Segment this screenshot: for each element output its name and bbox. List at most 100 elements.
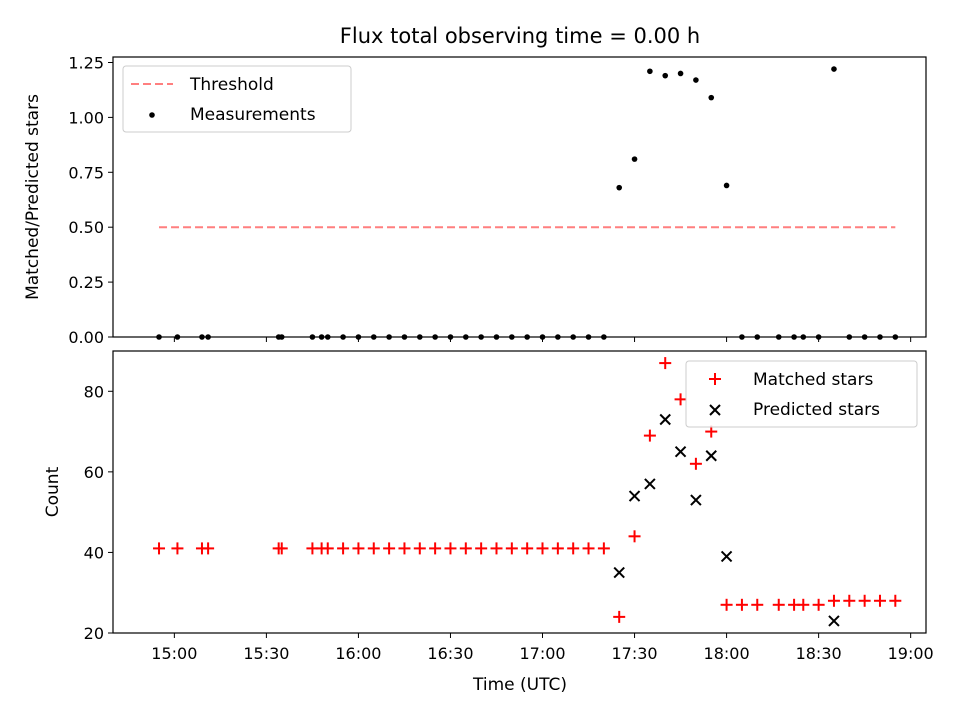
measurement-point <box>662 72 669 79</box>
predicted-star-point <box>644 478 656 490</box>
matched-star-point <box>751 598 764 611</box>
matched-star-point <box>772 598 785 611</box>
matched-star-point <box>597 542 610 555</box>
x-tick-label: 16:00 <box>335 644 381 663</box>
y-tick-label: 0.00 <box>68 328 104 347</box>
matched-star-point <box>873 594 886 607</box>
legend-matched-label: Matched stars <box>753 370 873 390</box>
x-tick-label: 17:30 <box>611 644 657 663</box>
matched-star-point <box>490 542 503 555</box>
measurement-point <box>616 184 623 191</box>
y-tick-label: 0.50 <box>68 218 104 237</box>
predicted-star-point <box>674 446 687 458</box>
measurement-point <box>831 66 837 72</box>
matched-star-point <box>352 542 365 555</box>
y-tick-label: 40 <box>84 543 104 562</box>
count-legend: Matched stars Predicted stars <box>685 360 918 428</box>
matched-star-point <box>153 542 166 555</box>
matched-star-point <box>705 425 718 438</box>
predicted-star-point <box>659 413 671 426</box>
count-plot-area <box>153 357 902 627</box>
measurement-point <box>647 68 653 75</box>
legend-threshold-label: Threshold <box>189 75 274 95</box>
matched-star-point <box>383 542 396 555</box>
matched-star-point <box>275 542 288 555</box>
ratio-axes-frame <box>112 56 927 338</box>
legend-matched-marker <box>709 373 721 385</box>
chart-title: Flux total observing time = 0.00 h <box>340 24 700 48</box>
matched-star-point <box>843 594 856 607</box>
x-tick-label: 16:30 <box>427 644 473 663</box>
matched-star-point <box>505 542 518 555</box>
legend-predicted-label: Predicted stars <box>753 400 880 420</box>
ratio-axes: Flux total observing time = 0.00 h 0.000… <box>23 24 927 347</box>
matched-star-point <box>398 542 411 555</box>
predicted-star-point <box>828 615 840 627</box>
ratio-legend: Threshold Measurements <box>122 65 352 133</box>
matched-star-point <box>812 598 825 611</box>
measurement-point <box>677 70 684 77</box>
matched-star-point <box>889 594 902 607</box>
predicted-star-point <box>705 450 717 462</box>
matched-star-point <box>628 530 641 543</box>
matched-star-point <box>827 594 840 607</box>
x-tick-label: 17:00 <box>519 644 565 663</box>
ratio-plot-area <box>156 66 899 340</box>
matched-star-point <box>689 457 702 470</box>
count-legend-box <box>685 360 918 428</box>
matched-star-point <box>659 357 672 370</box>
matched-star-point <box>202 542 215 555</box>
matched-star-point <box>367 542 380 555</box>
ratio-legend-box <box>122 65 352 133</box>
y-tick-label: 0.75 <box>68 163 104 182</box>
matched-star-point <box>567 542 580 555</box>
ratio-y-axis-label: Matched/Predicted stars <box>23 94 43 300</box>
matched-star-point <box>797 598 810 611</box>
matched-star-point <box>720 598 733 611</box>
x-axis-label: Time (UTC) <box>472 675 567 695</box>
y-tick-label: 1.00 <box>68 108 104 127</box>
y-tick-label: 0.25 <box>68 273 104 292</box>
legend-measurements-label: Measurements <box>190 105 316 125</box>
matched-star-point <box>459 542 472 555</box>
matched-star-point <box>643 429 656 442</box>
measurement-point <box>693 77 699 83</box>
legend-measurements-marker <box>149 112 155 118</box>
y-tick-label: 60 <box>84 463 104 482</box>
y-tick-label: 80 <box>84 382 104 401</box>
x-tick-label: 18:30 <box>796 644 842 663</box>
matched-star-point <box>858 594 871 607</box>
measurement-point <box>631 156 638 162</box>
y-tick-label: 20 <box>84 624 104 643</box>
x-tick-label: 19:00 <box>888 644 934 663</box>
predicted-star-point <box>690 494 702 506</box>
matched-star-point <box>171 542 184 555</box>
count-y-axis-label: Count <box>43 466 63 517</box>
matched-star-point <box>536 542 549 555</box>
measurement-point <box>723 182 730 189</box>
count-x-ticks: 15:00 15:30 16:00 16:30 17:00 17:30 18:00 18:30… <box>151 633 934 663</box>
ratio-x-ticks <box>173 337 912 342</box>
matched-star-point <box>337 542 350 555</box>
matched-star-point <box>321 542 334 555</box>
matched-star-point <box>582 542 595 555</box>
y-tick-label: 1.25 <box>68 53 104 72</box>
measurement-point <box>708 94 715 101</box>
matched-star-point <box>551 542 564 555</box>
x-tick-label: 15:30 <box>243 644 289 663</box>
matched-star-point <box>613 610 626 623</box>
matched-star-point <box>413 542 426 555</box>
matched-star-point <box>475 542 488 555</box>
matched-star-point <box>674 393 687 406</box>
matched-star-point <box>521 542 534 555</box>
count-axes-frame <box>112 350 927 634</box>
count-y-ticks: 20 40 60 80 <box>84 382 113 643</box>
matched-star-point <box>429 542 442 555</box>
matched-star-point <box>444 542 457 555</box>
predicted-star-point <box>613 566 625 579</box>
matched-star-point <box>735 598 748 611</box>
ratio-y-ticks: 0.00 0.25 0.50 0.75 1.00 1.25 <box>68 53 113 347</box>
legend-predicted-marker <box>709 404 721 416</box>
